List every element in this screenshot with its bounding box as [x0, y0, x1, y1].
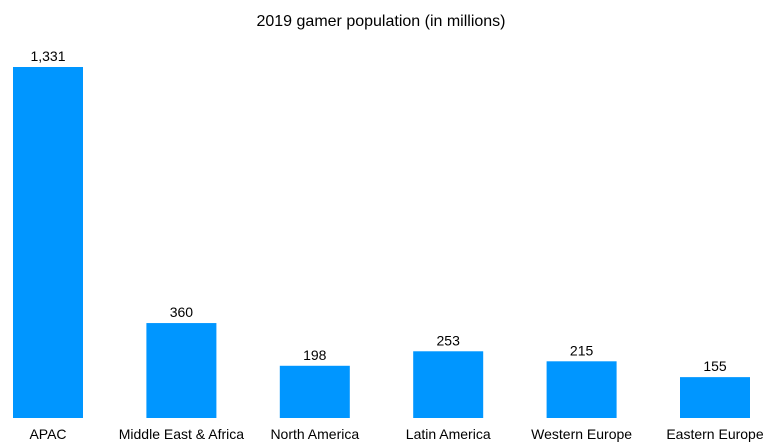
data-label: 1,331	[30, 48, 65, 64]
chart-title: 2019 gamer population (in millions)	[256, 13, 505, 30]
bar	[413, 351, 484, 418]
data-label: 215	[570, 342, 594, 358]
x-tick-label: Latin America	[406, 426, 491, 442]
x-tick-label: Western Europe	[531, 426, 632, 442]
data-label: 198	[303, 347, 327, 363]
x-tick-label: APAC	[29, 426, 66, 442]
data-label: 253	[437, 332, 461, 348]
x-tick-label: Middle East & Africa	[119, 426, 244, 442]
x-tick-label: North America	[270, 426, 359, 442]
data-label: 155	[703, 358, 727, 374]
bar	[279, 365, 350, 418]
bar	[146, 323, 217, 418]
data-label: 360	[170, 304, 194, 320]
bar	[13, 67, 83, 418]
bar	[680, 377, 750, 418]
x-tick-label: Eastern Europe	[666, 426, 763, 442]
bar	[546, 361, 617, 418]
